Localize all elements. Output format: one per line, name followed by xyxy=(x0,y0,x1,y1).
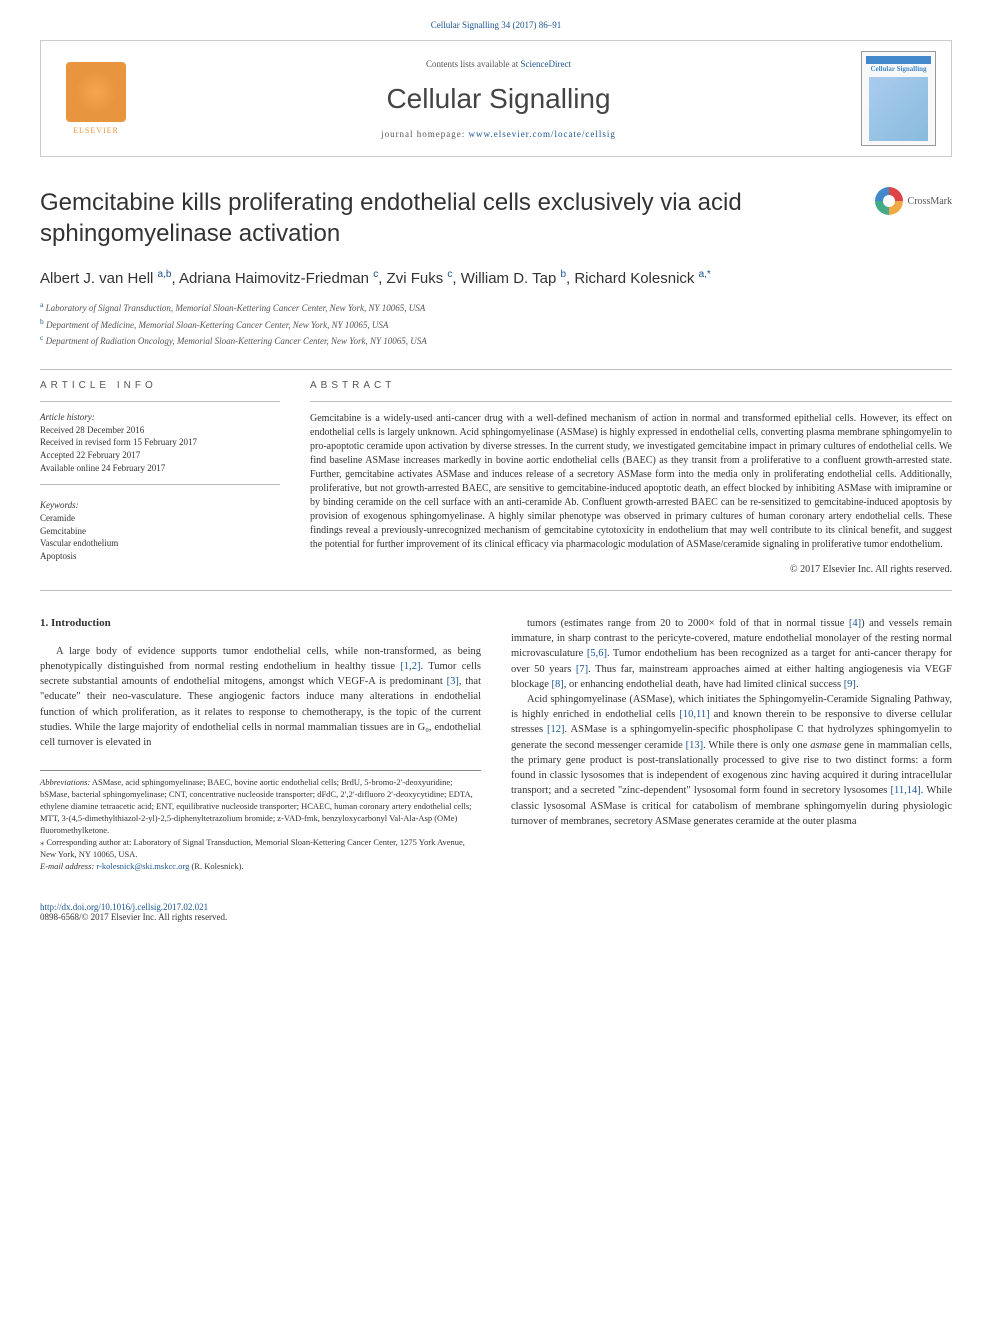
divider-top xyxy=(40,369,952,370)
author-list: Albert J. van Hell a,b, Adriana Haimovit… xyxy=(40,269,952,287)
journal-citation: Cellular Signalling 34 (2017) 86–91 xyxy=(40,20,952,30)
article-title: Gemcitabine kills proliferating endothel… xyxy=(40,187,952,249)
crossmark-icon xyxy=(875,187,903,215)
abbrev-label: Abbreviations: xyxy=(40,777,90,787)
journal-header: ELSEVIER Contents lists available at Sci… xyxy=(40,40,952,157)
abstract-text: Gemcitabine is a widely-used anti-cancer… xyxy=(310,412,952,552)
email-label: E-mail address: xyxy=(40,861,96,871)
article-info-column: ARTICLE INFO Article history: Received 2… xyxy=(40,380,280,575)
elsevier-text: ELSEVIER xyxy=(73,126,119,135)
crossmark-label: CrossMark xyxy=(908,196,952,207)
body-columns: 1. Introduction A large body of evidence… xyxy=(40,616,952,873)
cover-title: Cellular Signalling xyxy=(870,66,926,73)
abstract-heading: ABSTRACT xyxy=(310,380,952,391)
history-label: Article history: xyxy=(40,412,280,422)
email-link[interactable]: r-kolesnick@ski.mskcc.org xyxy=(96,861,189,871)
info-abstract-row: ARTICLE INFO Article history: Received 2… xyxy=(40,380,952,575)
homepage-link[interactable]: www.elsevier.com/locate/cellsig xyxy=(469,129,616,139)
article-info-heading: ARTICLE INFO xyxy=(40,380,280,391)
journal-name: Cellular Signalling xyxy=(136,83,861,115)
homepage-prefix: journal homepage: xyxy=(381,129,468,139)
abstract-column: ABSTRACT Gemcitabine is a widely-used an… xyxy=(310,380,952,575)
abbrev-text: ASMase, acid sphingomyelinase; BAEC, bov… xyxy=(40,777,473,835)
header-center: Contents lists available at ScienceDirec… xyxy=(136,59,861,139)
corresponding-author: ⁎ Corresponding author at: Laboratory of… xyxy=(40,837,481,861)
abbrev-footnote: Abbreviations: ASMase, acid sphingomyeli… xyxy=(40,777,481,836)
email-line: E-mail address: r-kolesnick@ski.mskcc.or… xyxy=(40,861,481,873)
crossmark-badge[interactable]: CrossMark xyxy=(875,187,952,215)
affiliation-list: a Laboratory of Signal Transduction, Mem… xyxy=(40,299,952,349)
body-col-left: 1. Introduction A large body of evidence… xyxy=(40,616,481,873)
info-divider-1 xyxy=(40,401,280,402)
email-name: (R. Kolesnick). xyxy=(189,861,243,871)
journal-cover-thumbnail[interactable]: Cellular Signalling xyxy=(861,51,936,146)
elsevier-logo[interactable]: ELSEVIER xyxy=(56,54,136,144)
intro-p2: tumors (estimates range from 20 to 2000×… xyxy=(511,616,952,692)
contents-line: Contents lists available at ScienceDirec… xyxy=(136,59,861,69)
intro-heading: 1. Introduction xyxy=(40,616,481,632)
journal-homepage: journal homepage: www.elsevier.com/locat… xyxy=(136,129,861,139)
cover-image xyxy=(869,77,928,141)
abstract-copyright: © 2017 Elsevier Inc. All rights reserved… xyxy=(310,564,952,575)
elsevier-tree-icon xyxy=(66,62,126,122)
contents-prefix: Contents lists available at xyxy=(426,59,520,69)
body-col-right: tumors (estimates range from 20 to 2000×… xyxy=(511,616,952,873)
info-divider-2 xyxy=(40,484,280,485)
cover-header-bar xyxy=(866,56,931,64)
divider-bottom xyxy=(40,590,952,591)
intro-p3: Acid sphingomyelinase (ASMase), which in… xyxy=(511,692,952,829)
abstract-divider xyxy=(310,401,952,402)
intro-p1: A large body of evidence supports tumor … xyxy=(40,644,481,751)
page-footer: http://dx.doi.org/10.1016/j.cellsig.2017… xyxy=(40,902,952,922)
footnotes: Abbreviations: ASMase, acid sphingomyeli… xyxy=(40,770,481,872)
sciencedirect-link[interactable]: ScienceDirect xyxy=(521,59,571,69)
history-text: Received 28 December 2016Received in rev… xyxy=(40,424,280,474)
issn-copyright: 0898-6568/© 2017 Elsevier Inc. All right… xyxy=(40,912,227,922)
doi-link[interactable]: http://dx.doi.org/10.1016/j.cellsig.2017… xyxy=(40,902,208,912)
keywords-text: CeramideGemcitabineVascular endotheliumA… xyxy=(40,512,280,562)
keywords-label: Keywords: xyxy=(40,500,280,510)
